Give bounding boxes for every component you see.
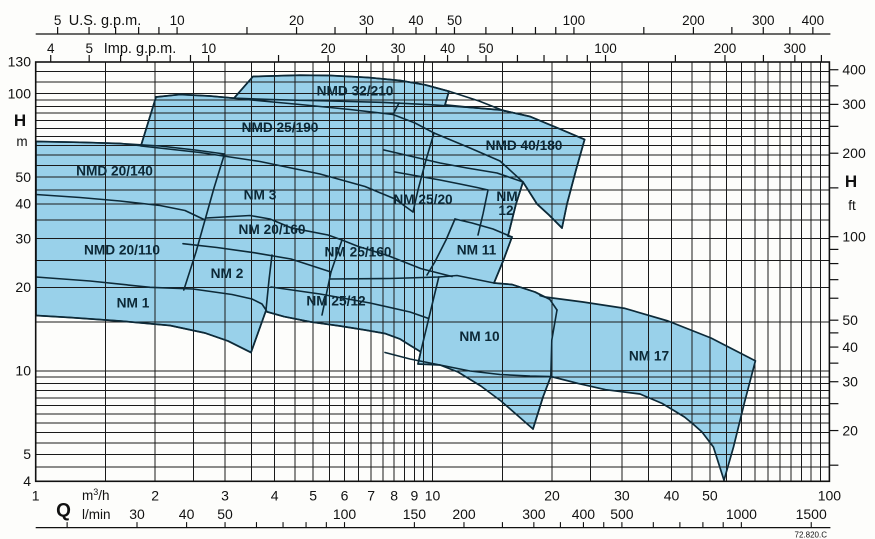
svg-text:NMD 40/180: NMD 40/180 — [486, 138, 563, 153]
svg-text:l/min: l/min — [82, 507, 111, 522]
svg-text:400: 400 — [842, 62, 866, 78]
svg-text:40: 40 — [179, 506, 195, 522]
svg-text:NM 17: NM 17 — [629, 349, 670, 364]
svg-text:30: 30 — [614, 488, 630, 504]
svg-text:50: 50 — [15, 169, 31, 185]
svg-text:300: 300 — [784, 41, 807, 56]
svg-text:40: 40 — [842, 339, 858, 355]
svg-text:NM 1: NM 1 — [117, 296, 150, 311]
svg-text:NM: NM — [496, 189, 517, 204]
svg-text:50: 50 — [217, 506, 233, 522]
svg-text:500: 500 — [610, 506, 634, 522]
svg-text:40: 40 — [15, 196, 31, 212]
svg-text:m: m — [16, 134, 27, 149]
svg-text:40: 40 — [664, 488, 680, 504]
svg-text:50: 50 — [842, 312, 858, 328]
svg-text:NM 25/20: NM 25/20 — [393, 192, 453, 207]
svg-text:50: 50 — [478, 41, 493, 56]
svg-text:20: 20 — [321, 41, 336, 56]
svg-text:NMD 25/190: NMD 25/190 — [242, 120, 319, 135]
svg-text:30: 30 — [15, 230, 31, 246]
svg-text:9: 9 — [411, 488, 419, 504]
svg-text:10: 10 — [170, 13, 185, 28]
svg-text:30: 30 — [842, 374, 858, 390]
svg-text:Q: Q — [56, 501, 71, 522]
svg-text:130: 130 — [8, 54, 32, 70]
svg-text:200: 200 — [682, 13, 705, 28]
svg-text:1000: 1000 — [726, 506, 757, 522]
svg-text:NMD 32/210: NMD 32/210 — [317, 84, 394, 99]
svg-text:50: 50 — [447, 13, 462, 28]
svg-text:5: 5 — [309, 488, 317, 504]
svg-text:4: 4 — [47, 41, 55, 56]
svg-text:30: 30 — [129, 506, 145, 522]
svg-text:400: 400 — [572, 506, 596, 522]
svg-text:150: 150 — [403, 506, 427, 522]
svg-text:1: 1 — [32, 488, 40, 504]
svg-text:100: 100 — [333, 506, 357, 522]
svg-text:20: 20 — [842, 422, 858, 438]
svg-text:NM 10: NM 10 — [459, 329, 500, 344]
svg-text:m3/h: m3/h — [82, 487, 110, 503]
svg-text:20: 20 — [544, 488, 560, 504]
svg-text:10: 10 — [15, 363, 31, 379]
svg-text:10: 10 — [201, 41, 216, 56]
svg-text:100: 100 — [563, 13, 586, 28]
svg-text:300: 300 — [842, 96, 866, 112]
svg-text:4: 4 — [271, 488, 279, 504]
svg-text:300: 300 — [752, 13, 775, 28]
svg-text:2: 2 — [151, 488, 159, 504]
svg-text:4: 4 — [23, 473, 31, 489]
svg-text:8: 8 — [390, 488, 398, 504]
svg-text:U.S. g.p.m.: U.S. g.p.m. — [69, 13, 142, 29]
svg-text:12: 12 — [498, 203, 514, 218]
svg-text:6: 6 — [341, 488, 349, 504]
svg-text:40: 40 — [408, 13, 423, 28]
svg-text:NM 11: NM 11 — [457, 243, 497, 258]
svg-text:30: 30 — [359, 13, 374, 28]
svg-text:Imp. g.p.m.: Imp. g.p.m. — [104, 41, 177, 57]
svg-text:NM 3: NM 3 — [244, 188, 277, 203]
svg-text:100: 100 — [818, 488, 842, 504]
svg-text:NMD 20/110: NMD 20/110 — [84, 243, 160, 258]
svg-text:400: 400 — [802, 13, 825, 28]
svg-text:ft: ft — [848, 198, 856, 213]
svg-text:H: H — [14, 111, 26, 130]
svg-text:50: 50 — [702, 488, 718, 504]
svg-text:30: 30 — [390, 41, 405, 56]
svg-text:5: 5 — [54, 13, 62, 28]
svg-text:200: 200 — [452, 506, 476, 522]
svg-text:5: 5 — [23, 446, 31, 462]
svg-text:NM 20/160: NM 20/160 — [239, 222, 306, 237]
svg-text:NM 2: NM 2 — [211, 266, 244, 281]
svg-text:300: 300 — [522, 506, 546, 522]
svg-text:1500: 1500 — [796, 506, 827, 522]
svg-text:20: 20 — [289, 13, 304, 28]
svg-text:100: 100 — [8, 85, 32, 101]
svg-text:200: 200 — [714, 41, 737, 56]
svg-text:H: H — [845, 172, 857, 191]
svg-text:NMD 20/140: NMD 20/140 — [76, 163, 153, 178]
svg-text:7: 7 — [367, 488, 375, 504]
svg-text:40: 40 — [440, 41, 455, 56]
svg-text:100: 100 — [594, 41, 617, 56]
svg-text:3: 3 — [221, 488, 229, 504]
svg-text:200: 200 — [842, 145, 866, 161]
svg-text:20: 20 — [15, 279, 31, 295]
svg-text:NM 25/12: NM 25/12 — [306, 294, 366, 309]
svg-text:10: 10 — [425, 488, 441, 504]
svg-text:NM 25/160: NM 25/160 — [325, 245, 392, 260]
svg-text:5: 5 — [85, 41, 93, 56]
svg-text:72.820.C: 72.820.C — [795, 531, 828, 539]
svg-text:100: 100 — [842, 229, 866, 245]
